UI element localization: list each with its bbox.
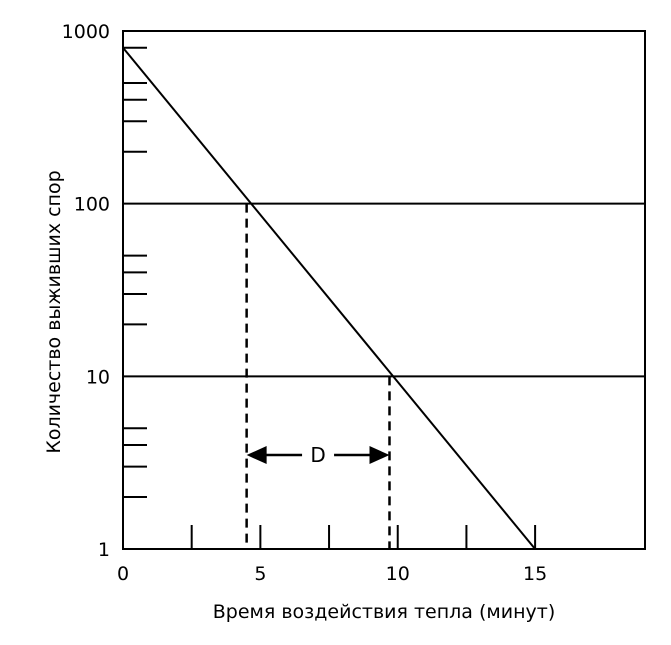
x-axis-title: Время воздействия тепла (минут) <box>213 601 555 623</box>
minor-ticks <box>123 46 537 549</box>
x-tick-label: 5 <box>254 563 266 585</box>
y-tick-label: 1 <box>98 539 110 561</box>
y-tick-label: 100 <box>74 194 110 216</box>
y-axis-title: Количество выживших спор <box>43 170 65 453</box>
data-series <box>122 47 536 550</box>
annotation-arrowhead-right <box>369 446 390 465</box>
x-tick-label: 0 <box>117 563 129 585</box>
annotation-arrowhead-left <box>246 446 267 465</box>
d-value-annotation: D <box>246 443 390 467</box>
x-tick-label: 10 <box>386 563 410 585</box>
gridlines <box>123 202 645 378</box>
x-tick-labels: 0 5 10 15 <box>117 563 547 585</box>
dashed-markers <box>245 203 391 549</box>
plot-frame <box>122 30 646 550</box>
y-tick-labels: 1 10 100 1000 <box>62 21 110 561</box>
survival-curve-line <box>122 47 536 550</box>
y-tick-label: 1000 <box>62 21 110 43</box>
x-tick-label: 15 <box>523 563 547 585</box>
annotation-label: D <box>310 443 325 467</box>
y-tick-label: 10 <box>86 366 110 388</box>
